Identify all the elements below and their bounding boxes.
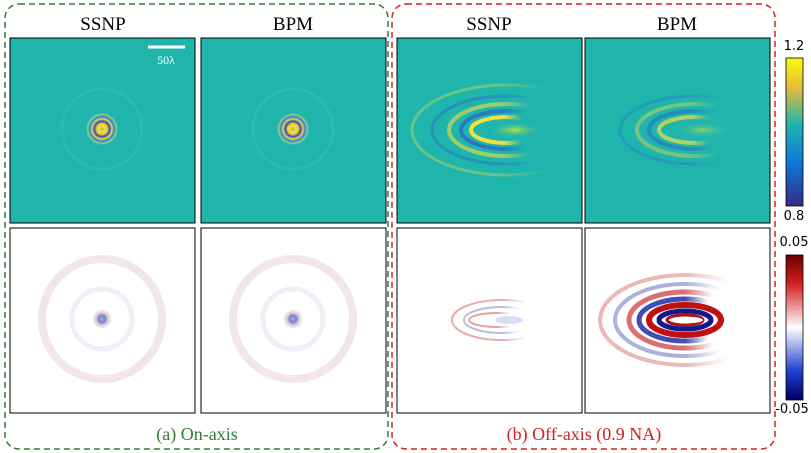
colorbar-min: -0.05 bbox=[775, 402, 809, 417]
group-label: (a) On-axis bbox=[156, 424, 237, 445]
colorbar-min: 0.8 bbox=[784, 209, 805, 224]
colorbar bbox=[785, 254, 804, 401]
colorbar bbox=[785, 57, 804, 207]
group-box bbox=[391, 3, 776, 450]
colorbar-max: 0.05 bbox=[780, 235, 809, 250]
group-box bbox=[4, 3, 389, 450]
scale-bar-label: 50λ bbox=[157, 53, 175, 67]
column-header: SSNP bbox=[466, 14, 511, 35]
group-label: (b) Off-axis (0.9 NA) bbox=[507, 424, 662, 445]
panels bbox=[10, 36, 770, 413]
colorbar-max: 1.2 bbox=[784, 39, 805, 54]
column-header: BPM bbox=[657, 14, 697, 35]
column-header: BPM bbox=[273, 14, 313, 35]
column-header: SSNP bbox=[80, 14, 125, 35]
